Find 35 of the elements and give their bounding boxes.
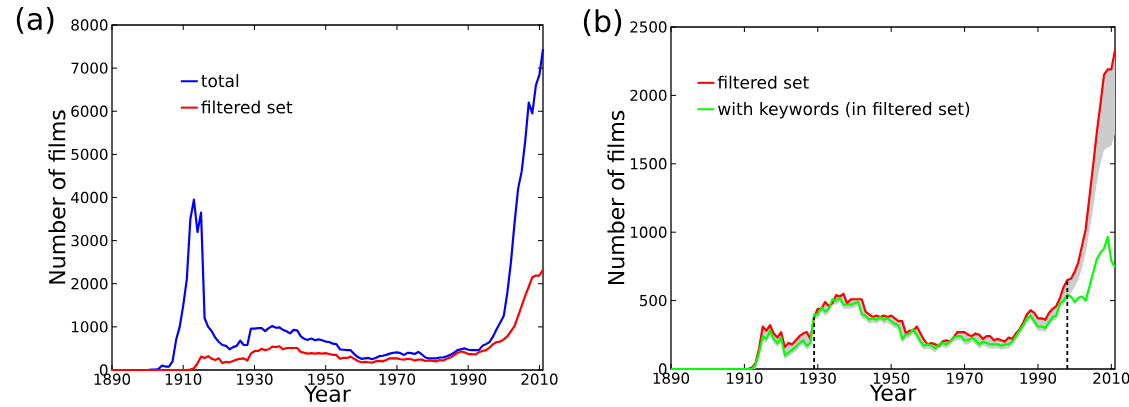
y-tick-label: 8000: [71, 19, 108, 31]
x-axis-title: Year: [869, 384, 917, 402]
x-tick-label: 1970: [947, 372, 983, 384]
y-tick-label: 2500: [630, 21, 667, 33]
y-tick-label: 1000: [71, 321, 108, 333]
y-tick-label: 3000: [71, 234, 108, 247]
y-tick-label: 5000: [71, 148, 108, 161]
chart-title: (a): [16, 7, 54, 34]
y-tick-label: 4000: [71, 191, 108, 204]
legend-label: filtered set: [717, 75, 809, 89]
y-tick-label: 1000: [630, 226, 667, 238]
y-tick-label: 500: [640, 294, 667, 307]
x-tick-label: 1910: [165, 373, 202, 385]
x-tick-label: 1950: [308, 373, 344, 385]
x-tick-label: 1970: [379, 373, 416, 385]
x-tick-label: 1990: [1020, 372, 1057, 384]
y-axis-title: Number of films: [607, 110, 625, 285]
y-tick-label: 1500: [630, 158, 667, 170]
legend-label: with keywords (in filtered set): [718, 102, 970, 119]
x-tick-label: 2010: [521, 373, 558, 385]
y-tick-label: 2000: [71, 278, 108, 290]
legend-label: total: [201, 74, 239, 88]
y-axis-title: Number of films: [48, 110, 66, 284]
x-tick-label: 1930: [800, 372, 836, 384]
y-tick-label: 2000: [630, 89, 667, 102]
x-tick-label: 1990: [450, 373, 487, 385]
legend-label: filtered set: [201, 100, 293, 114]
x-tick-label: 2010: [1093, 372, 1129, 384]
y-tick-label: 6000: [71, 105, 108, 117]
x-tick-label: 1910: [726, 372, 763, 384]
y-tick-label: 7000: [71, 62, 108, 74]
chart-title: (b): [583, 9, 622, 36]
x-tick-label: 1950: [873, 372, 910, 384]
x-axis-title: Year: [304, 385, 351, 403]
x-tick-label: 1930: [237, 373, 273, 385]
